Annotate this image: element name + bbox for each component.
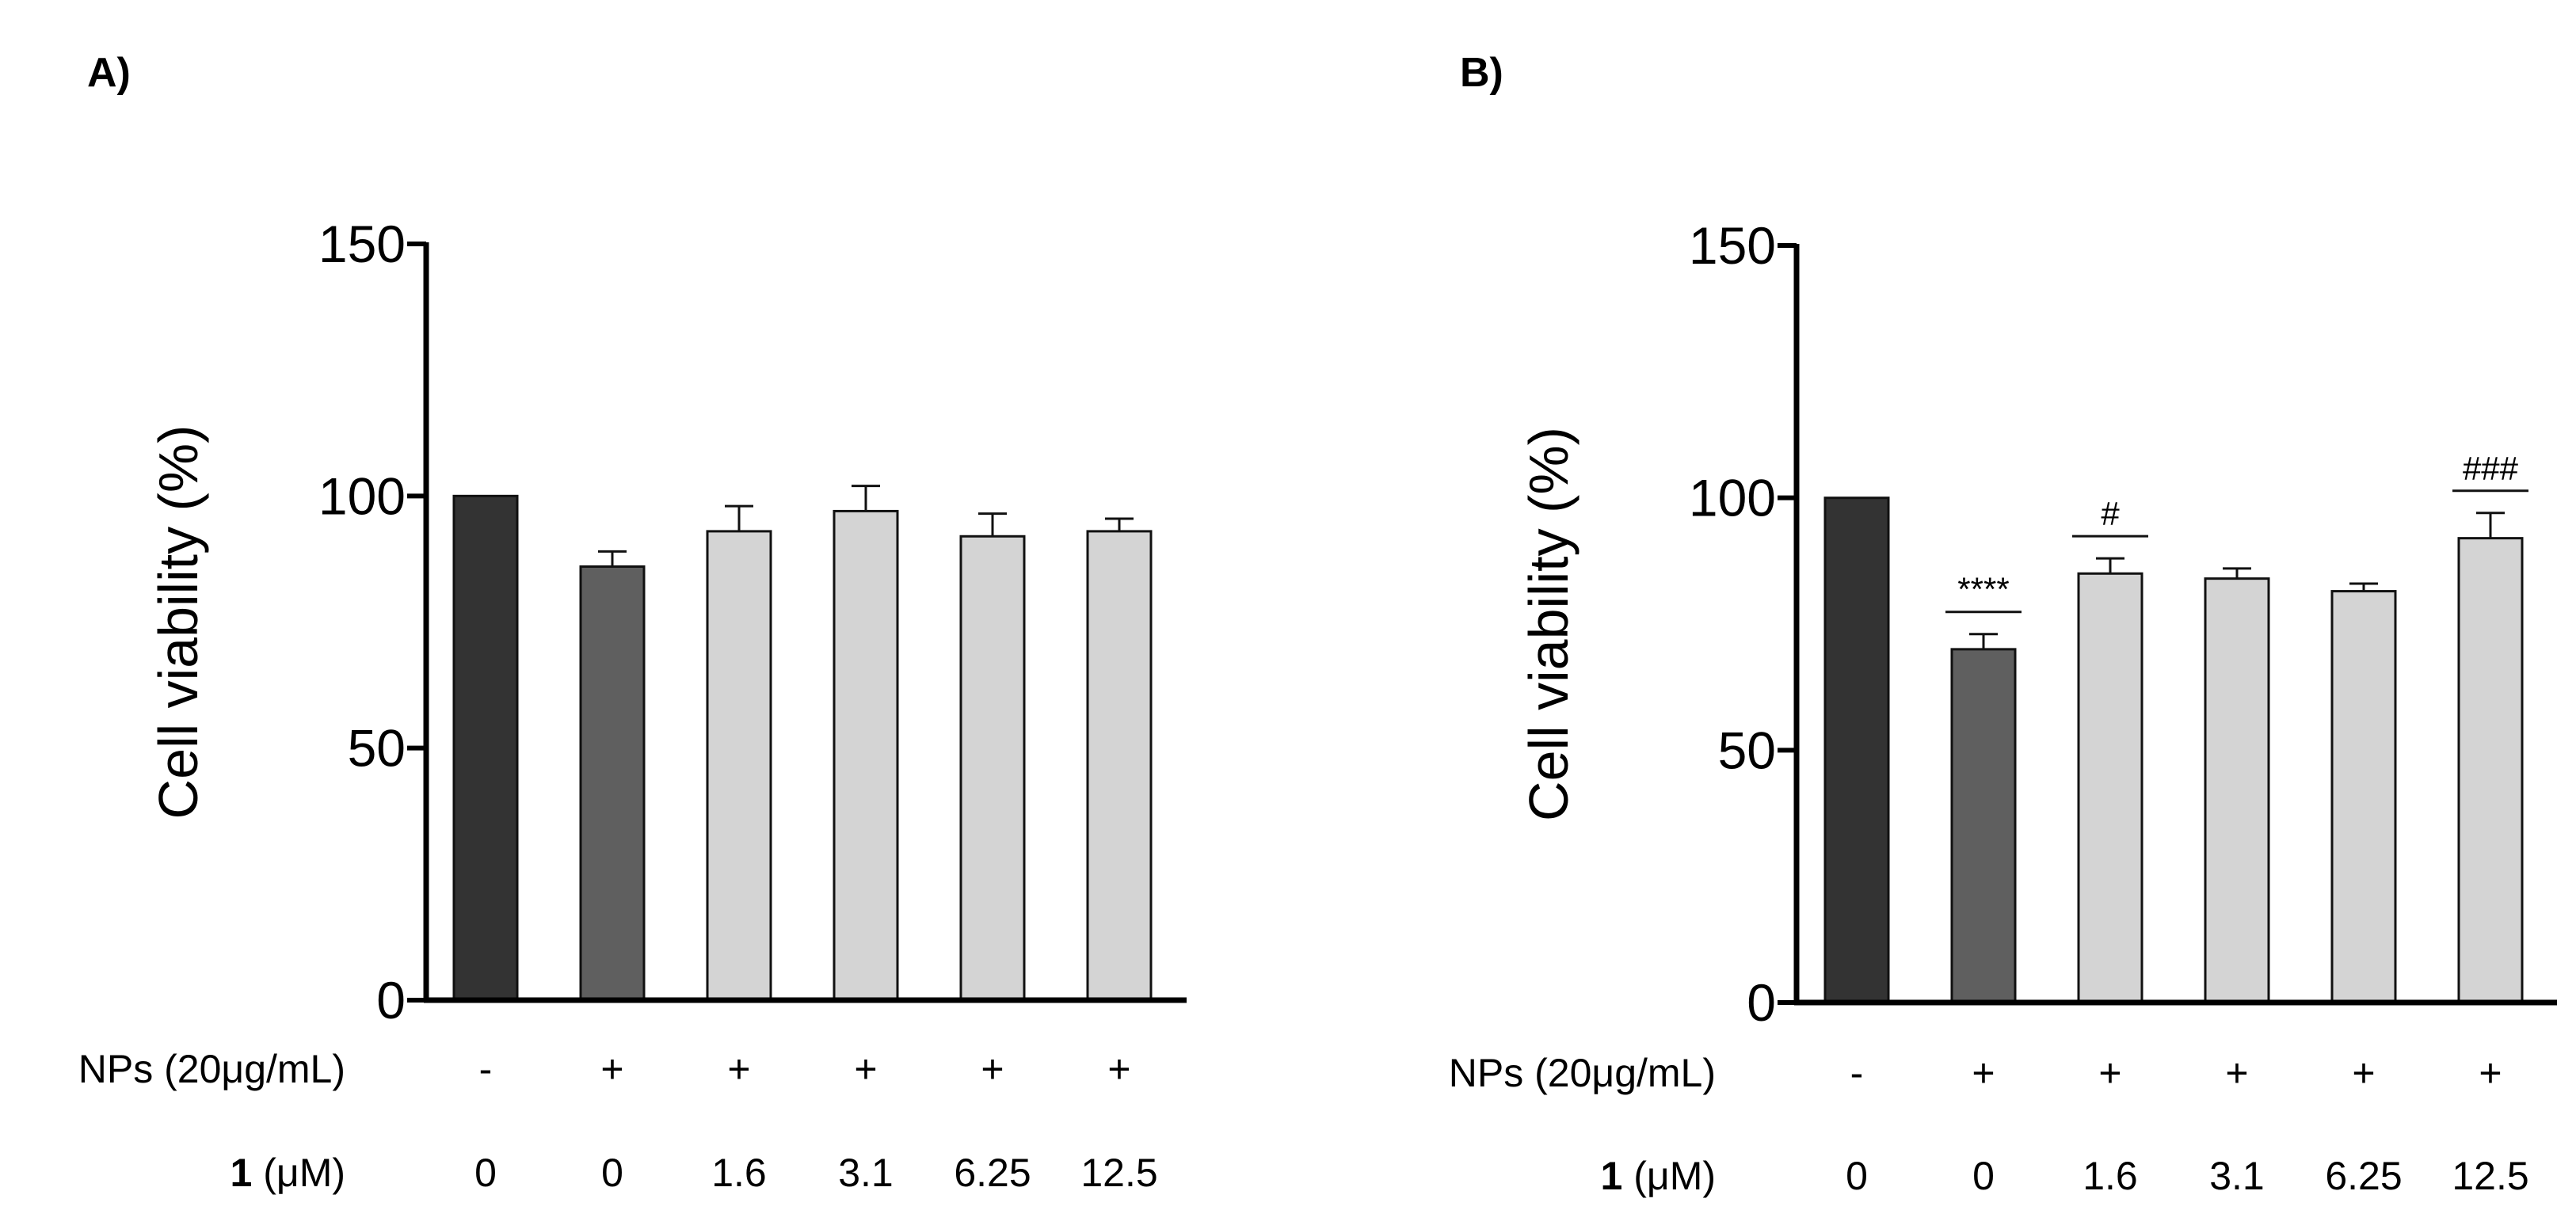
bar [2204, 577, 2270, 1004]
concentration-unit: (μM) [1622, 1154, 1716, 1198]
concentration-row-value: 0 [1972, 1154, 1995, 1198]
nps-row-value: + [727, 1047, 750, 1091]
bar [2330, 590, 2397, 1004]
bar [579, 565, 646, 1002]
nps-row-value: + [2098, 1051, 2121, 1095]
concentration-row-value: 6.25 [2325, 1154, 2402, 1198]
concentration-row-value: 3.1 [838, 1151, 894, 1195]
y-axis-label: Cell viability (%) [147, 425, 209, 820]
significance-label: **** [1957, 571, 2009, 608]
bar [452, 494, 519, 1002]
y-tick-label: 150 [318, 215, 406, 273]
nps-row-value: + [854, 1047, 877, 1091]
bar [706, 530, 772, 1002]
concentration-row-value: 0 [1846, 1154, 1868, 1198]
y-tick-label: 50 [1718, 721, 1776, 779]
bar [1086, 530, 1153, 1002]
nps-row-value: + [2352, 1051, 2375, 1095]
significance-label: # [2101, 495, 2120, 532]
panel-label: B) [1460, 50, 1503, 96]
nps-row-label: NPs (20μg/mL) [78, 1047, 345, 1091]
nps-row-value: - [479, 1047, 493, 1091]
nps-row-value: + [1972, 1051, 1995, 1095]
y-tick-label: 100 [1689, 469, 1776, 527]
nps-row-value: + [600, 1047, 623, 1091]
significance-label: ### [2463, 450, 2519, 487]
bar [2077, 572, 2143, 1004]
bar [833, 509, 899, 1002]
nps-row-label: NPs (20μg/mL) [1449, 1051, 1716, 1095]
concentration-row-value: 0 [601, 1151, 623, 1195]
nps-row-value: + [2479, 1051, 2502, 1095]
y-tick-label: 100 [318, 466, 406, 525]
compound-number: 1 [231, 1151, 253, 1195]
concentration-row-value: 1.6 [2083, 1154, 2138, 1198]
bar [959, 535, 1026, 1002]
concentration-row-value: 1.6 [711, 1151, 767, 1195]
y-tick-label: 0 [376, 971, 406, 1029]
bar [2457, 537, 2524, 1004]
y-tick-label: 50 [348, 719, 406, 778]
concentration-unit: (μM) [252, 1151, 345, 1195]
concentration-row-value: 12.5 [1080, 1151, 1157, 1195]
y-axis-label: Cell viability (%) [1518, 427, 1580, 821]
compound-number: 1 [1601, 1154, 1623, 1198]
y-tick-label: 150 [1689, 216, 1776, 275]
concentration-row-value: 12.5 [2452, 1154, 2528, 1198]
concentration-row-label: 1 (μM) [231, 1151, 345, 1195]
panel-label: A) [87, 50, 131, 96]
concentration-row-value: 0 [474, 1151, 497, 1195]
bar [1823, 497, 1890, 1004]
nps-row-value: + [1107, 1047, 1130, 1091]
concentration-row-value: 3.1 [2209, 1154, 2265, 1198]
y-tick-label: 0 [1747, 973, 1776, 1032]
concentration-row-value: 6.25 [954, 1151, 1031, 1195]
nps-row-value: - [1850, 1051, 1864, 1095]
bar [1950, 648, 2017, 1004]
nps-row-value: + [981, 1047, 1004, 1091]
concentration-row-label: 1 (μM) [1601, 1154, 1716, 1198]
nps-row-value: + [2225, 1051, 2248, 1095]
